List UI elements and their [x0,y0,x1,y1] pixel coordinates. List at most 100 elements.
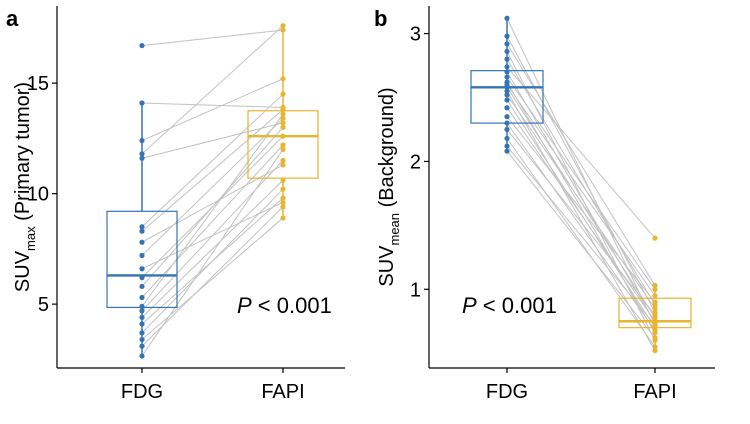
fapi-point [280,27,286,33]
pair-line [506,138,656,348]
fdg-point [139,252,145,259]
pair-line [141,164,284,243]
pair-line [506,99,656,328]
y-axis-title: SUVmean (Background) [376,87,402,286]
pair-line [141,122,284,159]
fdg-point [504,48,510,55]
fdg-point [504,69,510,75]
fapi-point [280,115,286,122]
pair-line [141,217,284,340]
pair-line [506,90,656,351]
fdg-point [504,126,510,133]
y-tick-label: 2 [410,151,421,173]
p-value-annotation: P < 0.001 [237,293,332,318]
fapi-point [280,133,286,139]
fdg-point [139,266,145,272]
fapi-point [652,302,658,308]
x-tick-label: FDG [486,381,528,403]
fapi-point [280,177,286,183]
fdg-point [504,41,510,47]
pair-line [141,144,284,298]
fdg-point [139,239,145,245]
y-tick-label: 1 [410,279,421,301]
fapi-point [280,215,286,221]
x-tick-label: FAPI [261,381,304,403]
fapi-point [280,120,286,126]
fapi-point [280,23,286,29]
fapi-point [652,344,658,350]
fdg-point [139,343,145,349]
pair-line [141,202,284,270]
fdg-point [139,151,145,157]
fdg-point [504,79,510,85]
fapi-point [652,309,658,315]
pair-line [141,197,284,325]
pair-line [506,116,656,303]
fdg-point [139,275,145,281]
y-tick-label: 3 [410,24,421,46]
fapi-point [652,286,658,292]
fapi-point [280,91,286,97]
pair-line [506,51,656,341]
fdg-point [504,143,510,149]
pair-line [141,135,284,278]
panel-a: a 5 10 15 FDG FAPI SUVmax (Primary tumor) P < 0… [6,6,345,403]
fdg-point [139,283,145,290]
pair-line [141,29,284,47]
fdg-point [504,114,510,120]
pair-line [506,84,656,296]
fapi-point [280,157,286,164]
fapi-point [280,104,286,111]
fdg-point [139,330,145,336]
pair-line [141,25,284,155]
fdg-point [139,321,145,327]
fdg-point [139,42,145,49]
pair-line [506,18,656,326]
pair-line [506,122,656,331]
fdg-point [504,135,510,142]
pair-line [506,87,656,318]
fapi-point [280,186,286,192]
fdg-point [504,33,510,39]
pair-line [141,93,284,228]
fdg-point [139,294,145,301]
x-tick-label: FDG [121,381,163,403]
pair-line [141,102,284,108]
x-tick-label: FAPI [633,381,676,403]
fdg-point [504,64,510,70]
fdg-point [504,105,510,111]
fapi-point [652,337,658,344]
pair-line [506,66,656,239]
fapi-point [280,162,286,168]
fapi-point [280,124,286,130]
fapi-point [652,322,658,328]
fdg-point [139,155,145,161]
fapi-point [280,111,286,117]
fdg-point [504,15,510,21]
pair-line [141,206,284,347]
pair-line [506,81,656,334]
p-value-annotation: P < 0.001 [462,293,557,318]
fapi-point [280,76,286,82]
fdg-point [504,56,510,62]
fapi-point [652,282,658,289]
fapi-point [652,314,658,321]
fdg-point [139,137,145,144]
pair-line [506,129,656,316]
pair-line [506,35,656,313]
fdg-point [504,88,510,94]
y-axis-title: SUVmax (Primary tumor) [12,82,38,292]
fdg-point [139,308,145,314]
pair-line [141,78,284,142]
fdg-point [504,74,510,80]
fapi-point [652,305,658,312]
fdg-point [139,303,145,309]
fapi-point [652,330,658,336]
fdg-point [504,120,510,126]
fdg-point [139,353,145,359]
fapi-point [280,199,286,206]
fdg-point [139,228,145,234]
y-tick-label: 5 [38,294,49,316]
pair-line [506,76,656,290]
